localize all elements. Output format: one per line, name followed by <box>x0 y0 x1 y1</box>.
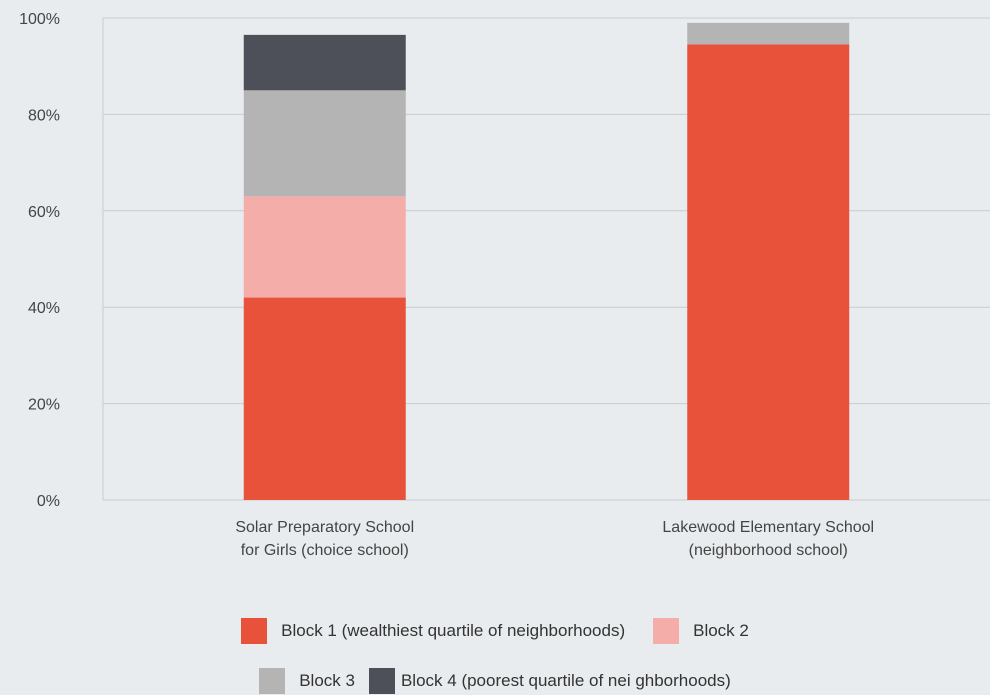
legend-item-block-4: Block 4 (poorest quartile of nei ghborho… <box>368 668 731 694</box>
x-category-label: Lakewood Elementary School <box>662 519 874 536</box>
stacked-bar-chart: 0% 20% 40% 60% 80% 100% Solar Preparatory Sch… <box>19 11 990 559</box>
legend-item-block-2: Block 2 <box>653 618 749 644</box>
bar-segment-block-3 <box>687 22 850 45</box>
x-category-label: Solar Preparatory School <box>235 519 414 536</box>
legend-item-block-1: Block 1 (wealthiest quartile of neighbor… <box>241 618 625 644</box>
legend-label-block-1: Block 1 (wealthiest quartile of neighbor… <box>281 621 626 640</box>
y-tick-label: 100% <box>19 11 60 28</box>
legend-item-block-3: Block 3 <box>259 668 355 694</box>
x-category-label: for Girls (choice school) <box>241 542 409 559</box>
legend-swatch-block-3 <box>259 668 286 694</box>
bar-segment-block-1 <box>243 297 406 500</box>
y-tick-label: 60% <box>28 204 60 221</box>
bar-segment-block-2 <box>243 196 406 298</box>
legend-label-block-4: Block 4 (poorest quartile of nei ghborho… <box>400 671 731 690</box>
legend-label-block-2: Block 2 <box>693 621 749 640</box>
legend-row-1: Block 1 (wealthiest quartile of neighbor… <box>0 618 990 644</box>
bar-segment-block-1 <box>687 44 850 500</box>
y-tick-label: 40% <box>28 300 60 317</box>
legend-swatch-block-2 <box>653 618 680 644</box>
legend-swatch-block-4 <box>368 668 395 694</box>
y-tick-label: 20% <box>28 397 60 414</box>
legend-row-2: Block 3 Block 4 (poorest quartile of nei… <box>0 668 990 694</box>
legend-label-block-3: Block 3 <box>299 671 355 690</box>
legend-swatch-block-1 <box>241 618 268 644</box>
bar-segment-block-3 <box>243 90 406 197</box>
y-tick-label: 0% <box>37 493 60 510</box>
bar-segment-block-4 <box>243 34 406 91</box>
x-category-label: (neighborhood school) <box>689 542 848 559</box>
y-tick-label: 80% <box>28 107 60 124</box>
